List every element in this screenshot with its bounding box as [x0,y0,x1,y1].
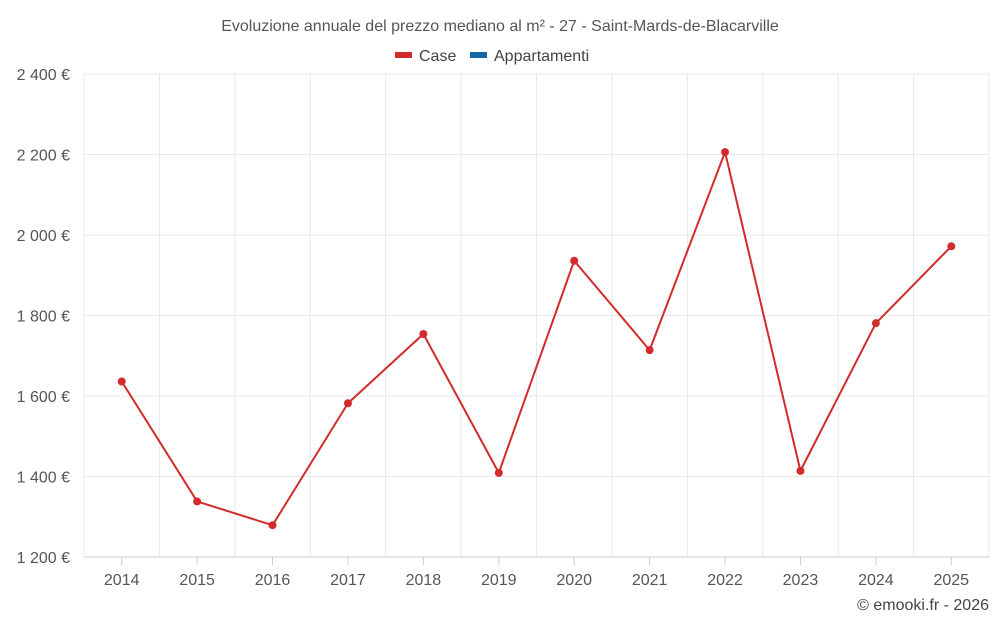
x-tick-label: 2019 [481,572,517,589]
x-tick-label: 2018 [406,572,442,589]
y-tick-label: 2 200 € [17,148,70,165]
x-tick-label: 2023 [783,572,819,589]
legend: Case Appartamenti [395,48,589,65]
data-point-case[interactable] [268,521,277,530]
x-tick-label: 2021 [632,572,668,589]
y-tick-label: 1 800 € [17,309,70,326]
credit-text: © emooki.fr - 2026 [857,597,989,614]
data-point-case[interactable] [117,377,126,386]
x-tick-label: 2025 [933,572,969,589]
x-tick-label: 2020 [556,572,592,589]
chart-title: Evoluzione annuale del prezzo mediano al… [221,18,779,35]
data-point-case[interactable] [570,256,579,265]
series-line-case [120,151,953,527]
y-tick-label: 1 400 € [17,470,70,487]
data-point-case[interactable] [947,242,956,251]
legend-item-case[interactable]: Case [395,48,456,65]
x-tick-label: 2024 [858,572,894,589]
data-point-case[interactable] [193,497,202,506]
legend-label-appartamenti: Appartamenti [494,48,589,65]
y-tick-label: 2 400 € [17,67,70,84]
y-tick-label: 2 000 € [17,228,70,245]
y-axis: 2 400 € 2 200 € 2 000 € 1 800 € 1 600 € 1 400… [17,67,70,567]
legend-item-appartamenti[interactable]: Appartamenti [470,48,589,65]
data-point-case[interactable] [419,330,428,339]
legend-swatch-appartamenti [470,52,487,58]
y-tick-label: 1 600 € [17,389,70,406]
series-case [117,148,956,530]
data-point-case[interactable] [871,319,880,328]
x-tick-label: 2014 [104,572,140,589]
legend-label-case: Case [419,48,456,65]
data-point-case[interactable] [796,466,805,475]
legend-swatch-case [395,52,412,58]
x-tick-label: 2017 [330,572,366,589]
y-tick-label: 1 200 € [17,550,70,567]
data-point-case[interactable] [721,148,730,157]
grid-lines [83,73,990,558]
x-tick-label: 2022 [707,572,743,589]
x-tick-label: 2015 [179,572,215,589]
x-tick-label: 2016 [255,572,291,589]
data-point-case[interactable] [343,399,352,408]
data-point-case[interactable] [645,346,654,355]
x-axis: 2014 2015 2016 2017 2018 2019 2020 2021 2022 2023… [84,556,989,589]
data-point-case[interactable] [494,468,503,477]
